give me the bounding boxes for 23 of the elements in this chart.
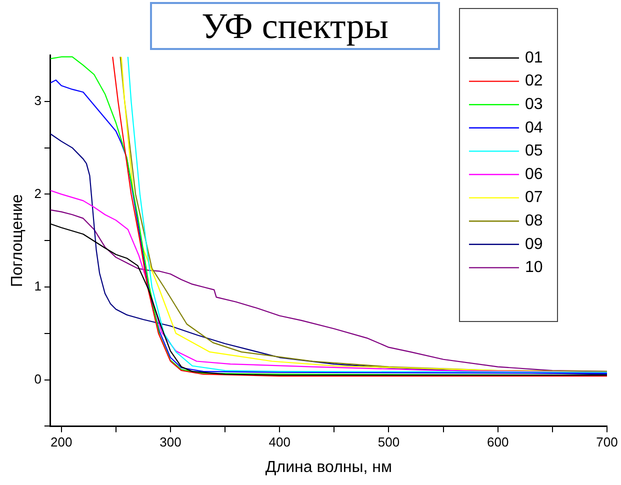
legend-label: 05 [525, 142, 543, 160]
y-tick-label: 2 [34, 186, 42, 201]
x-tick-label: 700 [596, 434, 618, 450]
legend-label: 02 [525, 72, 543, 90]
x-tick-label: 600 [487, 434, 509, 450]
legend-label: 04 [525, 119, 543, 136]
legend-label: 03 [525, 96, 543, 114]
x-axis-title: Длина волны, нм [265, 458, 392, 476]
x-tick-label: 200 [50, 434, 72, 450]
legend-label: 08 [525, 212, 543, 230]
legend-label: 06 [525, 166, 543, 183]
y-tick-label: 1 [34, 278, 42, 294]
y-tick-label: 3 [34, 92, 42, 108]
chart-title: УФ спектры [150, 2, 440, 50]
x-tick-label: 500 [378, 434, 400, 450]
legend-label: 07 [525, 189, 543, 206]
x-tick-label: 300 [160, 434, 182, 450]
y-axis-title: Поглощение [9, 194, 26, 288]
y-tick-label: 0 [34, 371, 42, 386]
legend-label: 09 [525, 236, 543, 253]
legend-label: 10 [525, 259, 543, 276]
x-tick-label: 400 [268, 434, 290, 450]
legend-label: 01 [525, 49, 543, 66]
